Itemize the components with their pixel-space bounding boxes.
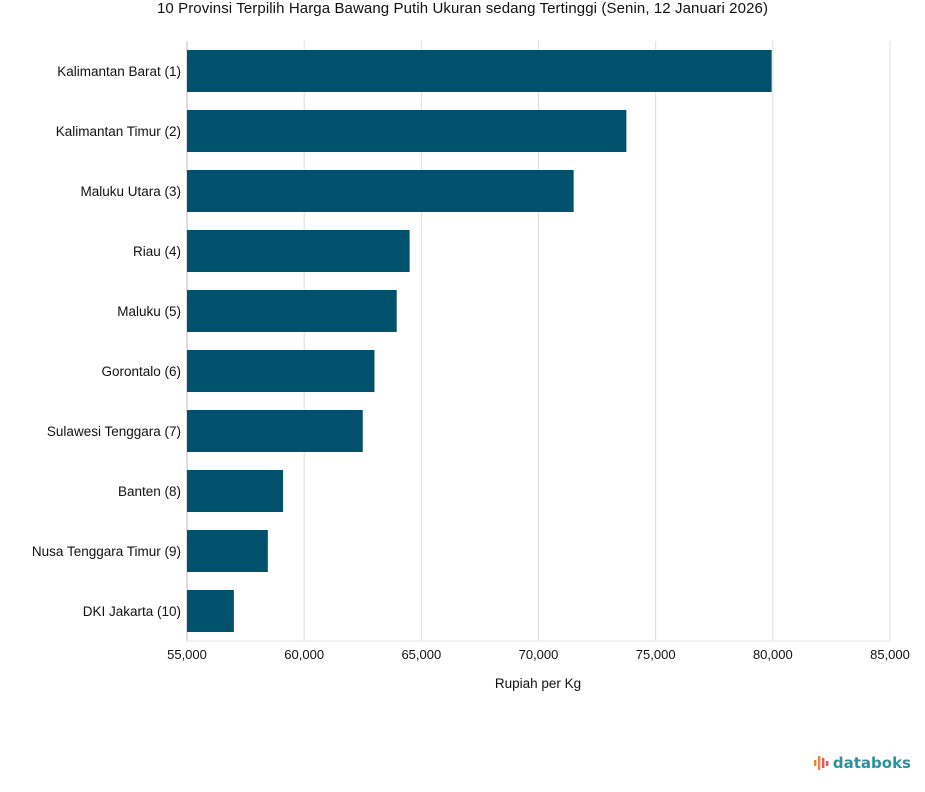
x-tick-label: 75,000 [636, 647, 676, 662]
bars [187, 50, 772, 632]
category-label: Maluku (5) [117, 304, 181, 319]
bar[interactable] [187, 470, 284, 512]
x-tick-label: 65,000 [401, 647, 441, 662]
category-label: Sulawesi Tenggara (7) [47, 424, 181, 439]
x-tick-label: 85,000 [870, 647, 910, 662]
brand-name: databoks [832, 754, 911, 772]
x-tick-label: 60,000 [284, 647, 324, 662]
x-tick-label: 55,000 [167, 647, 207, 662]
category-label: Gorontalo (6) [101, 364, 181, 379]
bar[interactable] [187, 530, 268, 572]
category-label: Riau (4) [133, 244, 181, 259]
category-label: Banten (8) [118, 484, 181, 499]
category-label: DKI Jakarta (10) [83, 604, 181, 619]
bar[interactable] [187, 590, 234, 632]
x-tick-label: 70,000 [519, 647, 559, 662]
databoks-logo-icon [813, 756, 829, 770]
category-label: Kalimantan Barat (1) [57, 64, 181, 79]
bar[interactable] [187, 170, 574, 212]
gridlines [186, 41, 891, 642]
databoks-brand[interactable]: databoks [813, 754, 911, 772]
chart-title: 10 Provinsi Terpilih Harga Bawang Putih … [156, 0, 769, 17]
category-labels: Kalimantan Barat (1) Kalimantan Timur (2)… [32, 64, 181, 619]
category-label: Maluku Utara (3) [80, 184, 181, 199]
x-tick-label: 80,000 [753, 647, 793, 662]
x-axis-ticks: 55,000 60,000 65,000 70,000 75,000 80,000 85,0… [167, 647, 910, 662]
bar[interactable] [187, 290, 397, 332]
bar[interactable] [187, 110, 627, 152]
category-label: Kalimantan Timur (2) [56, 124, 181, 139]
bar[interactable] [187, 230, 410, 272]
category-label: Nusa Tenggara Timur (9) [32, 544, 181, 559]
bar[interactable] [187, 410, 363, 452]
x-axis-title: Rupiah per Kg [495, 676, 581, 691]
bar[interactable] [187, 350, 375, 392]
bar[interactable] [187, 50, 772, 92]
